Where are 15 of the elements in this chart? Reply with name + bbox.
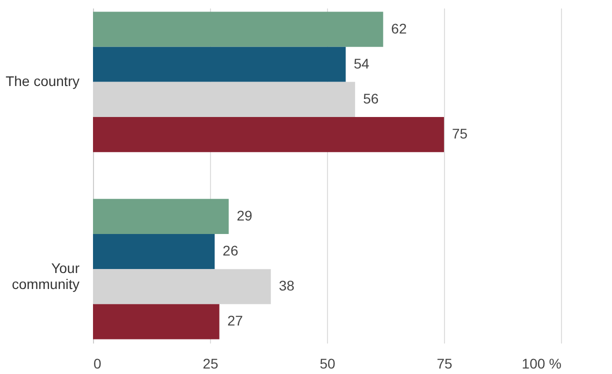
x-tick-label: 25 [202, 356, 218, 372]
x-tick-label: 100 % [522, 356, 562, 372]
data-label: 56 [363, 90, 379, 106]
data-label: 27 [227, 312, 244, 329]
x-tick-label: 50 [320, 356, 336, 372]
data-label: 75 [452, 126, 468, 142]
data-label: 54 [354, 55, 370, 72]
data-label: 29 [236, 207, 253, 224]
x-tick-label: 75 [436, 356, 452, 372]
y-tick-label: Your community [12, 260, 80, 292]
data-label: 38 [278, 278, 295, 294]
y-tick-label: The country [6, 72, 80, 89]
x-tick-label: 0 [94, 356, 102, 372]
data-label: 26 [222, 242, 238, 259]
data-label: 62 [391, 20, 407, 36]
